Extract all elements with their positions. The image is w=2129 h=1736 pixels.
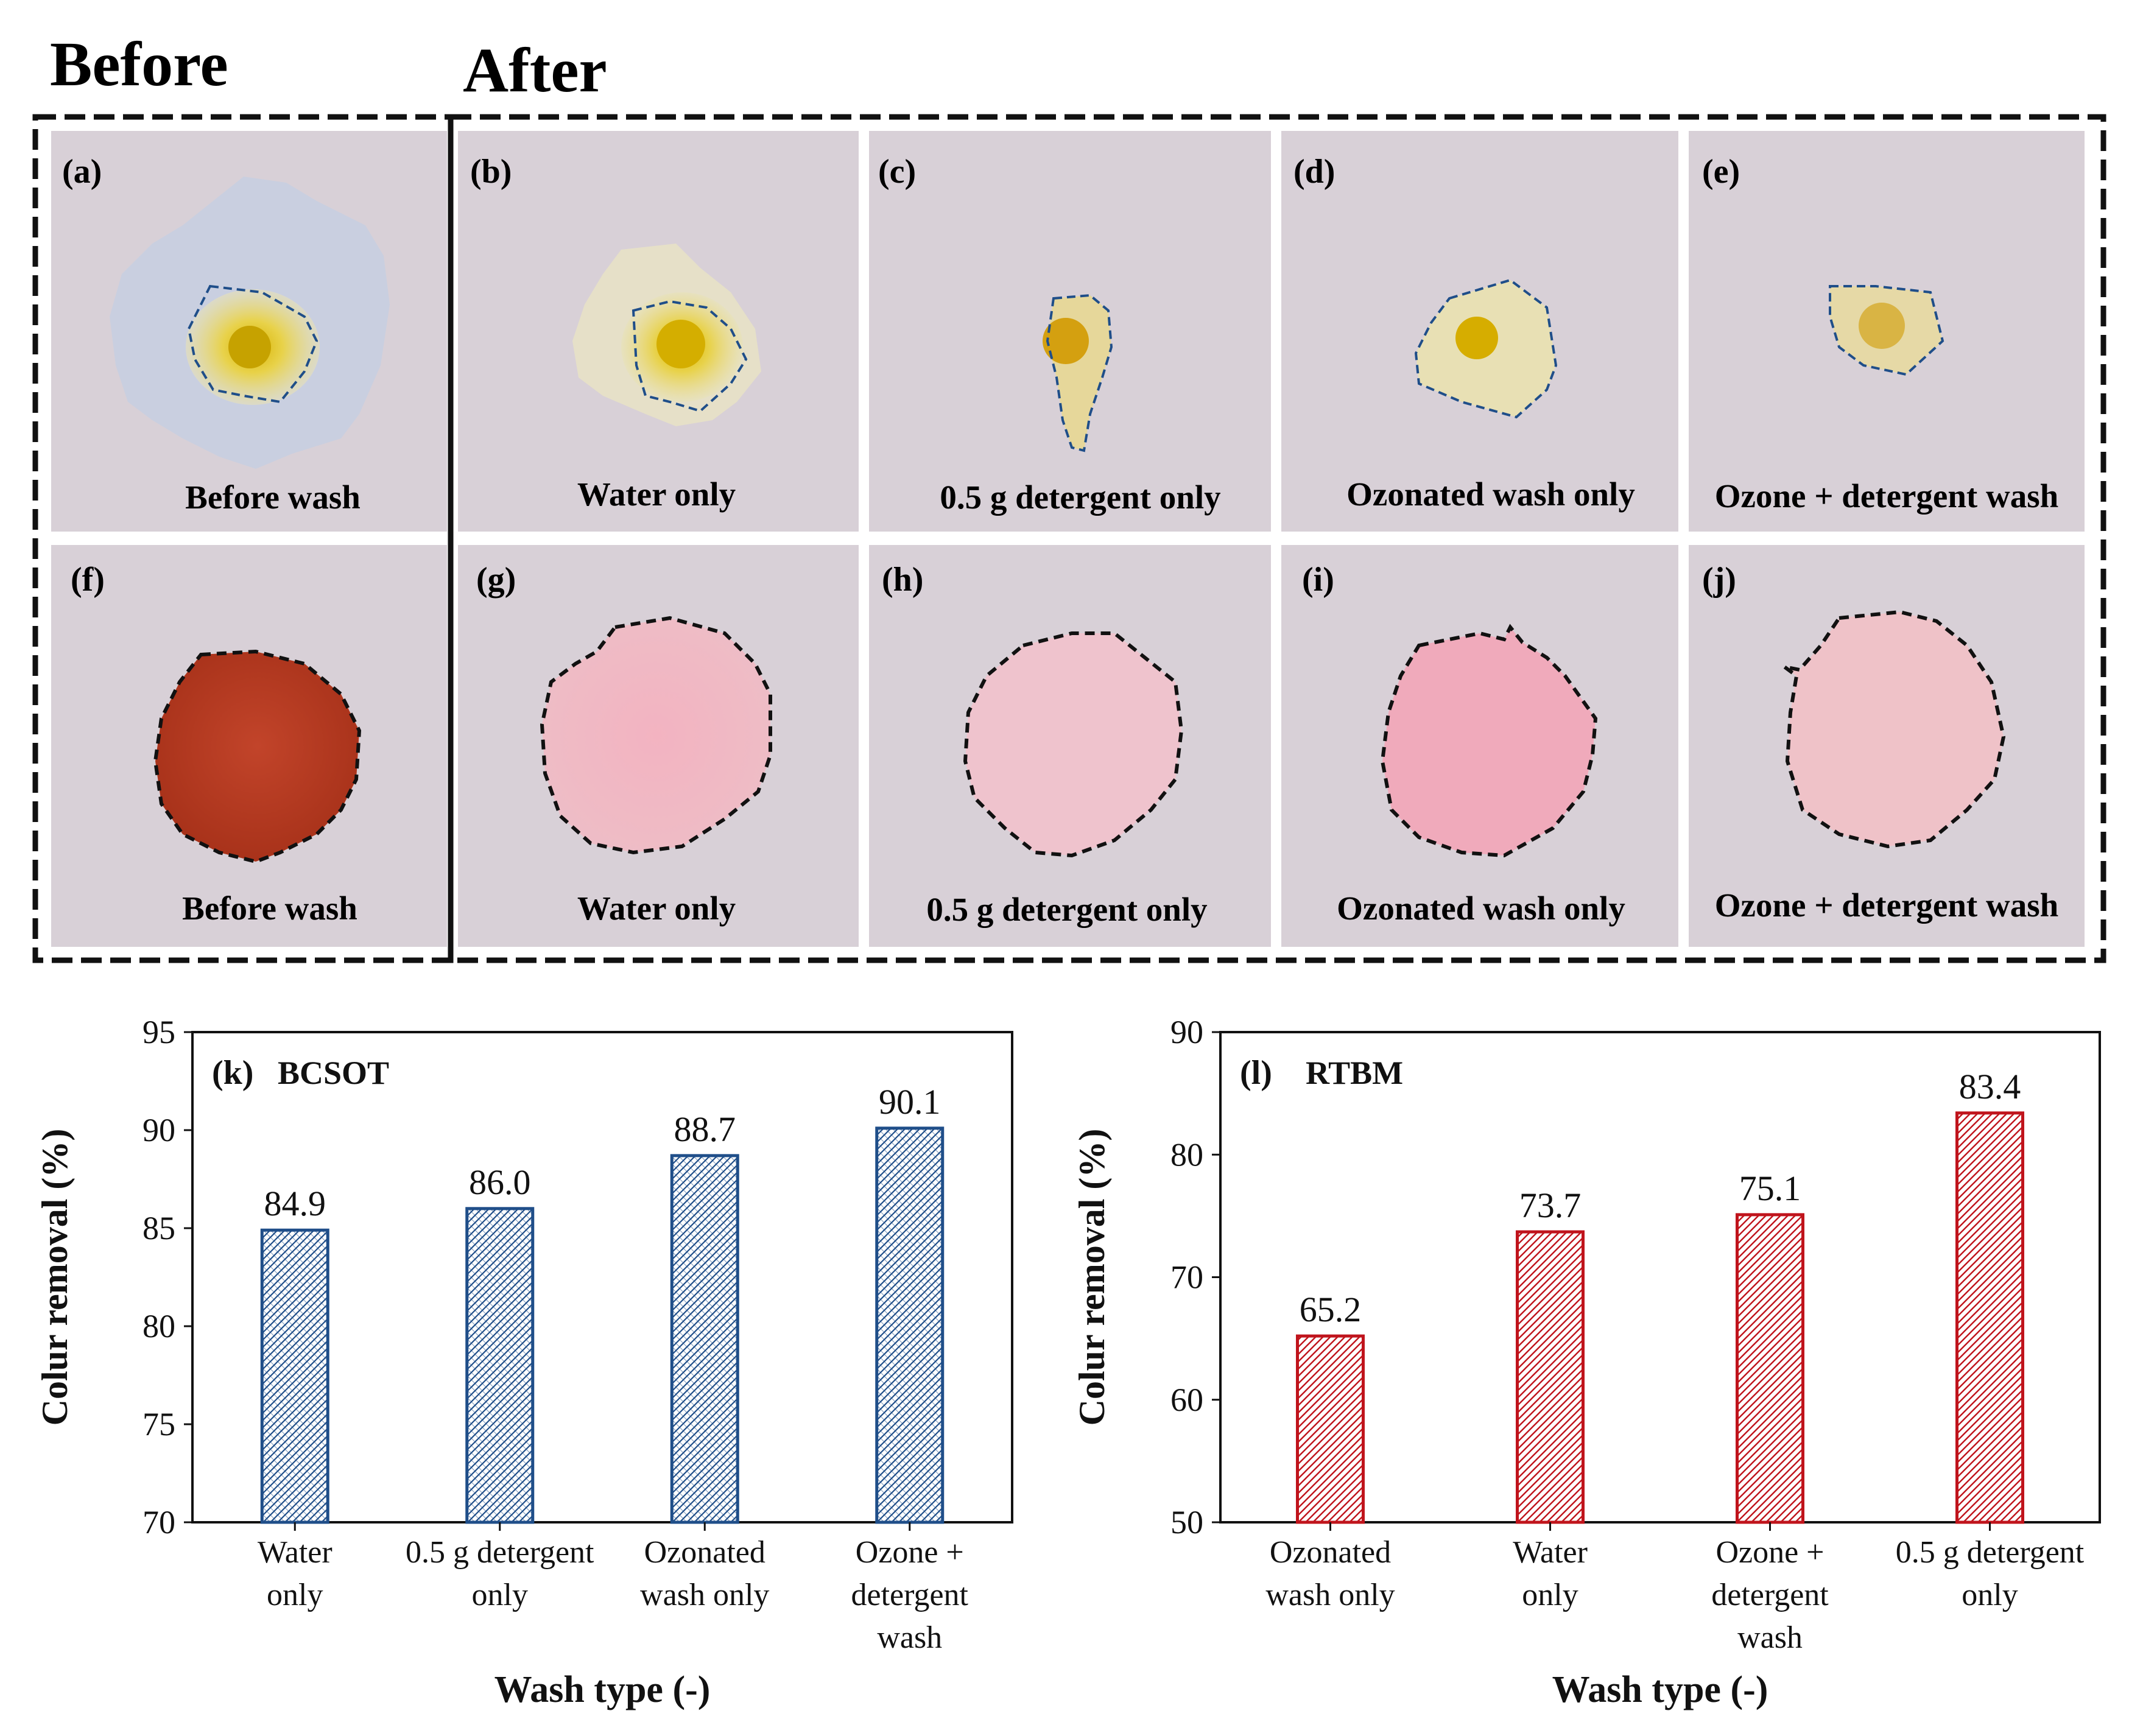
x-tick-label: wash [877, 1620, 942, 1655]
data-label: 75.1 [1739, 1168, 1801, 1208]
stain-c [1043, 293, 1113, 452]
chart-panel-label: (l) [1240, 1054, 1272, 1092]
caption-g: Water only [577, 890, 736, 927]
y-tick-label: 85 [143, 1210, 175, 1246]
plot-frame [191, 1031, 1013, 1523]
x-tick-label: Ozonated [644, 1535, 765, 1570]
y-axis-label: Colur removal (%) [1072, 1129, 1112, 1426]
x-tick-label: 0.5 g detergent [406, 1535, 594, 1570]
caption-i: Ozonated wash only [1337, 890, 1625, 927]
panel-label-j: (j) [1702, 561, 1736, 599]
stain-d [1414, 278, 1558, 419]
chart-panel-label: (k) [212, 1054, 253, 1092]
panel-label-c: (c) [878, 153, 916, 191]
panel-label-g: (g) [476, 561, 516, 599]
x-tick-label: 0.5 g detergent [1896, 1535, 2085, 1570]
stain-b [572, 244, 761, 426]
photo-grid: Before After [32, 29, 2106, 963]
caption-e: Ozone + detergent wash [1715, 477, 2058, 515]
x-tick-label: Ozonated [1270, 1535, 1391, 1570]
x-tick-label: Ozone + [856, 1535, 964, 1570]
x-tick-label: only [267, 1578, 323, 1612]
stain-j [1783, 610, 2006, 849]
data-label: 88.7 [674, 1109, 736, 1149]
data-label: 83.4 [1959, 1067, 2021, 1106]
y-tick-label: 90 [1170, 1014, 1203, 1050]
y-tick-label: 50 [1170, 1504, 1203, 1541]
data-label: 86.0 [469, 1162, 531, 1202]
caption-b: Water only [577, 476, 736, 513]
caption-j: Ozone + detergent wash [1715, 887, 2058, 924]
after-header: After [463, 35, 607, 105]
bar [465, 1207, 535, 1524]
x-tick-label: Water [1513, 1535, 1588, 1570]
stain-i [1380, 624, 1598, 858]
x-axis-label: Wash type (-) [1552, 1669, 1768, 1710]
stain-h [963, 631, 1184, 858]
bar [670, 1154, 739, 1524]
stain-e [1829, 285, 1944, 376]
x-tick-label: detergent [1711, 1578, 1829, 1612]
x-axis-label: Wash type (-) [494, 1669, 711, 1710]
chart-l-marks: 50 60 70 80 90 65.2 Ozonated wash only 73.7 Water… [1072, 1014, 2101, 1710]
panel-label-f: (f) [71, 561, 105, 599]
panel-label-i: (i) [1302, 561, 1334, 599]
before-header: Before [50, 29, 228, 99]
bar [260, 1228, 329, 1524]
y-tick-label: 80 [143, 1308, 175, 1344]
chart-title: RTBM [1306, 1055, 1403, 1091]
stain-f [153, 649, 362, 864]
after-frame [448, 114, 2106, 963]
stain-g [540, 616, 772, 855]
y-tick-label: 70 [1170, 1259, 1203, 1296]
caption-a: Before wash [185, 479, 361, 516]
y-tick-label: 90 [143, 1112, 175, 1148]
x-tick-label: wash only [640, 1578, 769, 1612]
caption-d: Ozonated wash only [1346, 476, 1635, 513]
data-label: 73.7 [1519, 1186, 1582, 1225]
y-tick-label: 60 [1170, 1382, 1203, 1418]
x-tick-label: Ozone + [1716, 1535, 1824, 1570]
caption-f: Before wash [182, 890, 357, 927]
x-tick-label: only [472, 1578, 528, 1612]
chart-k-bcsot: 70 75 80 85 90 95 84.9 Water only 86.0 0.5 g deter… [35, 1014, 1013, 1710]
x-tick-label: only [1522, 1578, 1578, 1612]
data-label: 84.9 [264, 1184, 326, 1223]
caption-c: 0.5 g detergent only [940, 479, 1220, 516]
panel-label-a: (a) [62, 153, 102, 191]
bar [1516, 1230, 1585, 1524]
caption-h: 0.5 g detergent only [926, 891, 1207, 928]
x-tick-label: wash only [1265, 1578, 1395, 1612]
data-label: 90.1 [879, 1082, 941, 1122]
panel-label-b: (b) [470, 153, 512, 191]
bar [1296, 1334, 1365, 1524]
bar [1955, 1111, 2024, 1524]
y-tick-label: 75 [143, 1406, 175, 1443]
x-tick-label: only [1962, 1578, 2018, 1612]
panel-label-h: (h) [882, 561, 923, 599]
x-tick-label: Water [258, 1535, 333, 1570]
y-axis-label: Colur removal (%) [35, 1129, 75, 1426]
bar [1736, 1213, 1804, 1524]
panel-label-e: (e) [1702, 153, 1740, 191]
x-tick-label: detergent [851, 1578, 968, 1612]
chart-l-rtbm: 50 60 70 80 90 65.2 Ozonated wash only 73.7 Water… [1072, 1014, 2101, 1710]
data-label: 65.2 [1300, 1290, 1362, 1329]
chart-k-marks: 70 75 80 85 90 95 84.9 Water only 86.0 0.5 g deter… [35, 1014, 1013, 1710]
y-tick-label: 95 [143, 1014, 175, 1050]
panel-label-d: (d) [1293, 153, 1335, 191]
bar [875, 1126, 945, 1524]
x-tick-label: wash [1737, 1620, 1803, 1655]
stain-a [110, 177, 390, 469]
y-tick-label: 70 [143, 1504, 175, 1541]
chart-title: BCSOT [278, 1055, 389, 1091]
y-tick-label: 80 [1170, 1136, 1203, 1173]
